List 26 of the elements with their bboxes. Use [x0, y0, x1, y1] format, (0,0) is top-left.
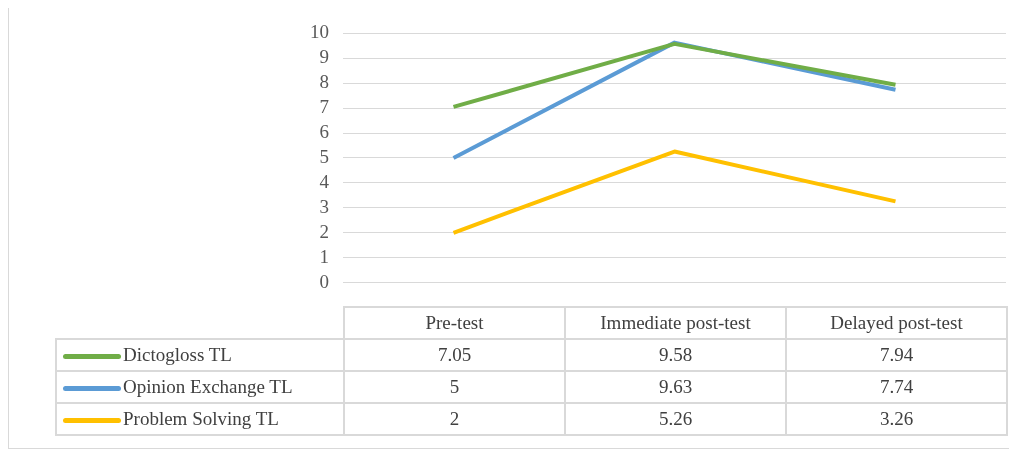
- x-tick-label: Immediate post-test: [565, 307, 786, 339]
- x-tick-label: Delayed post-test: [786, 307, 1007, 339]
- y-tick-label: 5: [319, 145, 329, 167]
- data-label: 9.63: [565, 371, 786, 403]
- data-label: 3.26: [786, 403, 1007, 435]
- y-tick-label: 1: [319, 245, 329, 267]
- legend-label: Dictogloss TL: [123, 344, 232, 365]
- y-tick-label: 0: [319, 270, 329, 292]
- data-label: 5: [344, 371, 565, 403]
- y-tick-label: 7: [319, 96, 329, 118]
- x-tick-label: Pre-test: [344, 307, 565, 339]
- y-tick-label: 4: [319, 170, 330, 192]
- data-label: 7.05: [344, 339, 565, 371]
- y-tick-label: 2: [319, 220, 329, 242]
- data-label: 9.58: [565, 339, 786, 371]
- y-tick-label: 8: [319, 71, 329, 93]
- y-tick-label: 6: [319, 121, 329, 143]
- y-tick-label: 3: [319, 195, 329, 217]
- data-label: 5.26: [565, 403, 786, 435]
- y-tick-label: 10: [310, 21, 329, 43]
- legend-label: Problem Solving TL: [123, 408, 279, 429]
- data-label: 2: [344, 403, 565, 435]
- data-label: 7.94: [786, 339, 1007, 371]
- y-tick-label: 9: [319, 46, 329, 68]
- legend-label: Opinion Exchange TL: [123, 376, 293, 397]
- data-label: 7.74: [786, 371, 1007, 403]
